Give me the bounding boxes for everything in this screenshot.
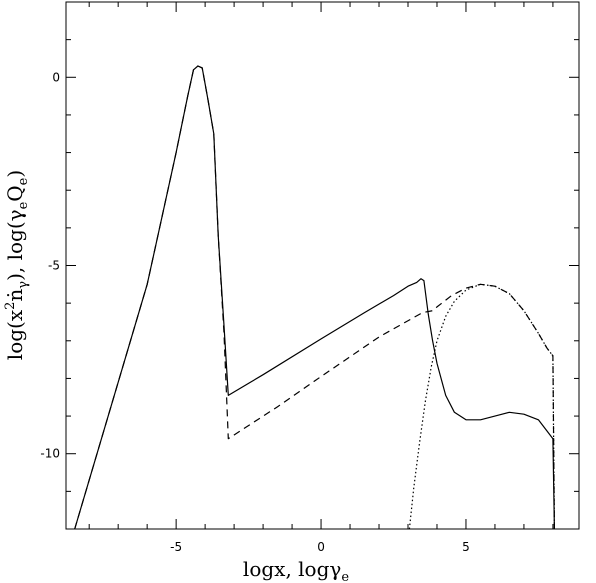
x-axis-title-main: logx, logγ (243, 557, 341, 581)
y-axis-title-sub1: γ (16, 281, 31, 289)
x-tick-label: 0 (317, 540, 325, 554)
plot-frame (65, 1, 580, 530)
series-line-dashed (74, 65, 556, 530)
y-tick-label: 0 (52, 70, 60, 84)
y-tick-label: -10 (40, 447, 60, 461)
y-axis-title-part1: log(x (3, 309, 27, 360)
major-ticks (66, 2, 579, 529)
x-tick-label: -5 (170, 540, 182, 554)
y-axis-title-part5: ) (3, 170, 27, 178)
y-axis-title-part4: Q (3, 185, 27, 201)
y-axis-title-sup: 2 (3, 302, 18, 310)
x-axis-title: logx, logγe (243, 557, 349, 583)
y-axis-title-part2: ṅ (3, 289, 27, 302)
x-tick-label: 5 (462, 540, 470, 554)
x-axis-title-sub: e (341, 570, 349, 583)
y-axis-title-part3: ), log(γ (3, 209, 27, 281)
series-lines (74, 65, 556, 530)
y-axis-title-sub3: e (16, 177, 31, 185)
tick-labels: -5 0 5 0 -5 -10 (40, 70, 469, 554)
minor-ticks (66, 1, 579, 530)
y-tick-label: -5 (48, 259, 60, 273)
series-line-solid (74, 65, 555, 530)
y-axis-title-sub2: e (16, 201, 31, 209)
series-line-dotted (408, 283, 556, 530)
y-axis-title: log(x2ṅγ), log(γeQe) (3, 170, 31, 360)
